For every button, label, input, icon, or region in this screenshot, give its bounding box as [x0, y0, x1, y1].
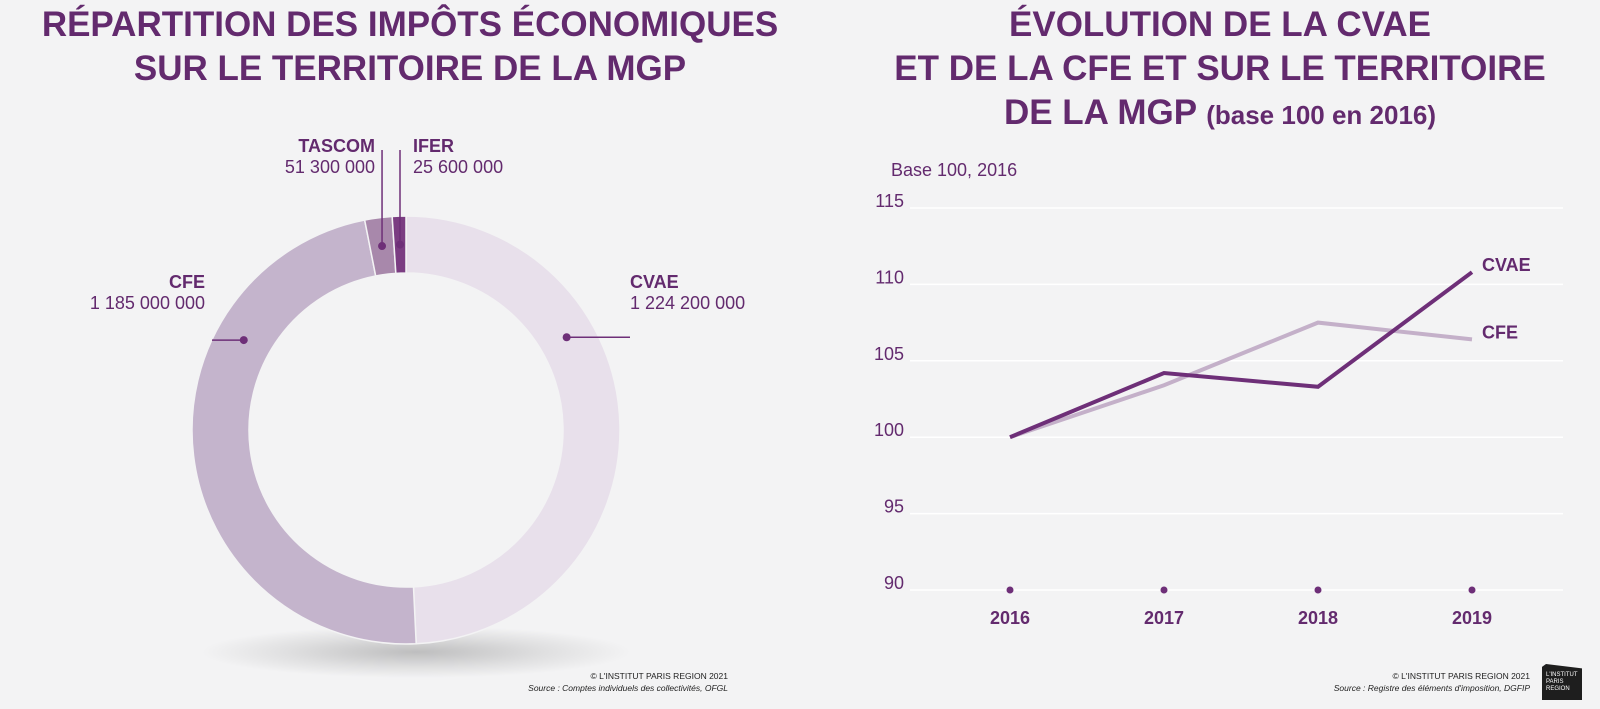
label-tascom-value: 51 300 000 — [284, 157, 375, 177]
leader-dot-ifer — [396, 240, 405, 249]
label-ifer-name: IFER — [413, 136, 455, 156]
x-tick-label: 2017 — [1144, 608, 1184, 628]
y-tick-label: 110 — [875, 267, 904, 287]
y-tick-label: 115 — [875, 191, 904, 211]
left-copyright: © L'INSTITUT PARIS REGION 2021 — [590, 671, 728, 681]
logo-line-3: REGION — [1546, 686, 1570, 692]
donut-title-line-2: SUR LE TERRITOIRE DE LA MGP — [133, 49, 687, 88]
line-chart-title: ÉVOLUTION DE LA CVAE ET DE LA CFE ET SUR… — [860, 3, 1580, 137]
donut-leader-lines — [212, 150, 630, 345]
series-line-cvae — [1009, 270, 1474, 440]
left-credit: © L'INSTITUT PARIS REGION 2021 Source : … — [528, 670, 728, 694]
x-tick-label: 2018 — [1298, 608, 1338, 628]
donut-title-line-1: RÉPARTITION DES IMPÔTS ÉCONOMIQUES — [41, 5, 779, 44]
y-axis-label: Base 100, 2016 — [891, 160, 1017, 180]
line-title-line-3: DE LA MGP — [1003, 93, 1197, 132]
institut-logo: L'INSTITUT PARIS REGION — [1542, 664, 1582, 700]
logo-line-2: PARIS — [1546, 679, 1564, 685]
x-tick-labels: 2016 2017 2018 2019 — [990, 586, 1492, 628]
logo-line-1: L'INSTITUT — [1546, 672, 1578, 678]
series-label-cfe: CFE — [1482, 322, 1518, 342]
y-tick-label: 100 — [874, 420, 904, 440]
label-cfe: CFE 1 185 000 000 — [60, 272, 205, 314]
y-tick-label: 90 — [884, 573, 904, 593]
donut-slice-cvae — [405, 215, 621, 645]
gridlines — [910, 207, 1563, 591]
donut-chart — [191, 150, 631, 678]
label-ifer-value: 25 600 000 — [413, 157, 504, 177]
line-title-line-2: ET DE LA CFE ET SUR LE TERRITOIRE — [894, 49, 1546, 88]
right-panel: ÉVOLUTION DE LA CVAE ET DE LA CFE ET SUR… — [860, 0, 1600, 709]
series-labels: CVAE CFE — [1482, 255, 1531, 342]
right-credit: © L'INSTITUT PARIS REGION 2021 Source : … — [1334, 670, 1530, 694]
label-cfe-name: CFE — [169, 272, 205, 292]
label-cvae-value: 1 224 200 000 — [630, 293, 746, 313]
line-title-line-1: ÉVOLUTION DE LA CVAE — [1009, 5, 1431, 44]
y-tick-label: 95 — [884, 497, 904, 517]
left-panel: RÉPARTITION DES IMPÔTS ÉCONOMIQUES SUR L… — [0, 3, 820, 694]
series-lines — [1009, 270, 1474, 440]
series-label-cvae: CVAE — [1482, 255, 1531, 275]
leader-dot-cvae — [562, 333, 571, 342]
y-tick-labels: 90 95 100 105 110 115 — [874, 191, 904, 593]
leader-dot-tascom — [378, 242, 387, 251]
donut-shadow — [201, 626, 631, 678]
label-ifer: IFER 25 600 000 — [413, 136, 503, 178]
right-source: Source : Registre des éléments d'imposit… — [1333, 683, 1530, 693]
line-chart: Base 100, 2016 90 95 100 105 110 115 2016 2017… — [874, 160, 1563, 628]
x-tick-label: 2019 — [1452, 608, 1492, 628]
label-cvae-name: CVAE — [630, 272, 679, 292]
donut-slices — [191, 215, 621, 645]
right-copyright: © L'INSTITUT PARIS REGION 2021 — [1392, 671, 1530, 681]
left-source: Source : Comptes individuels des collect… — [528, 683, 728, 693]
label-cfe-value: 1 185 000 000 — [89, 293, 205, 313]
x-tick-dot — [1160, 586, 1168, 594]
donut-chart-title: RÉPARTITION DES IMPÔTS ÉCONOMIQUES SUR L… — [0, 3, 820, 91]
x-tick-dot — [1468, 586, 1476, 594]
line-title-suffix: (base 100 en 2016) — [1206, 100, 1437, 130]
label-cvae: CVAE 1 224 200 000 — [630, 272, 745, 314]
donut-slice-cfe — [191, 219, 417, 645]
label-tascom-name: TASCOM — [298, 136, 375, 156]
x-tick-dot — [1314, 586, 1322, 594]
x-tick-label: 2016 — [990, 608, 1030, 628]
y-tick-label: 105 — [874, 344, 904, 364]
label-tascom: TASCOM 51 300 000 — [263, 136, 375, 178]
leader-dot-cfe — [239, 336, 248, 345]
x-tick-dot — [1006, 586, 1014, 594]
